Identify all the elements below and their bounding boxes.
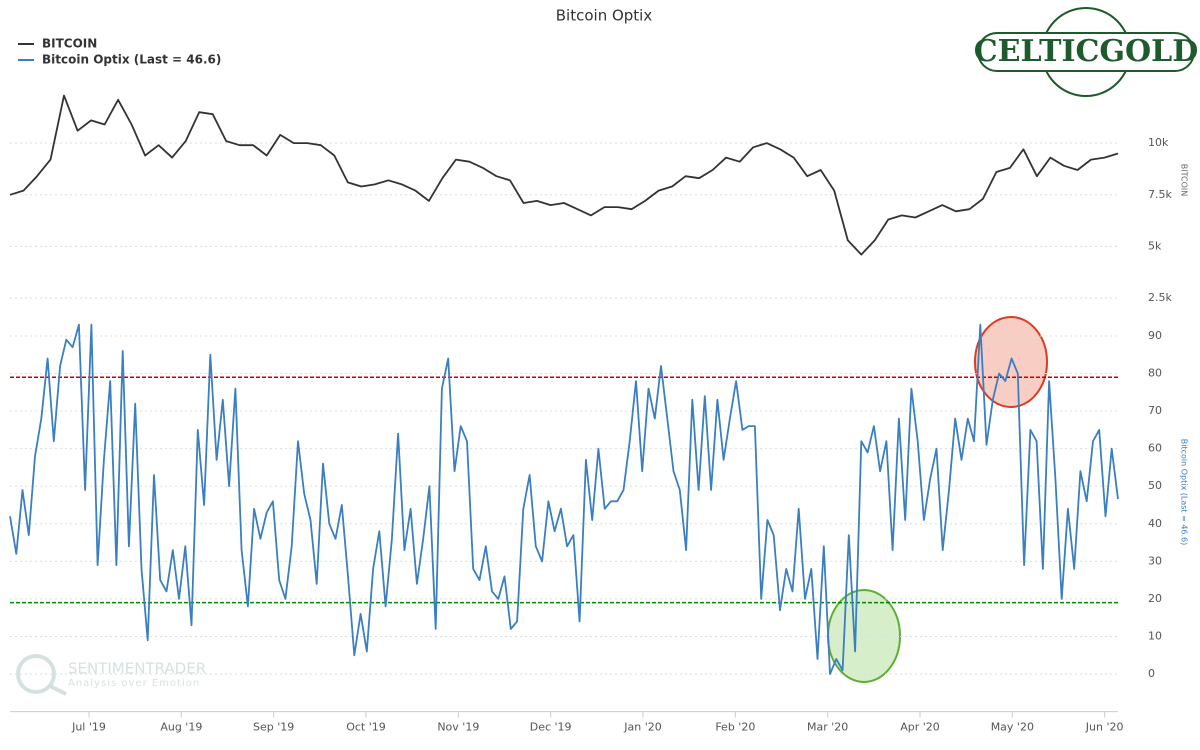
watermark-name: SENTIMENTRADER <box>68 660 206 678</box>
y-tick-label: 2.5k <box>1148 291 1172 304</box>
y-tick-label: 40 <box>1148 517 1162 530</box>
x-tick-label: Jul '19 <box>71 721 106 734</box>
y-axis-label: BITCOIN <box>1180 164 1189 197</box>
y-axis-label: Bitcoin Optix (Last = 46.6) <box>1180 439 1189 546</box>
y-tick-label: 70 <box>1148 404 1162 417</box>
watermark-tagline: Analysis over Emotion <box>68 678 200 689</box>
watermark: SENTIMENTRADER Analysis over Emotion <box>16 654 206 696</box>
logo: CELTICGOLD <box>974 7 1199 97</box>
x-tick-label: May '20 <box>991 721 1034 734</box>
legend-label: Bitcoin Optix (Last = 46.6) <box>42 53 221 67</box>
y-tick-label: 10 <box>1148 629 1162 642</box>
y-tick-label: 5k <box>1148 239 1162 252</box>
legend-label: BITCOIN <box>42 37 97 51</box>
y-tick-label: 20 <box>1148 592 1162 605</box>
logo-text: CELTICGOLD <box>974 34 1199 69</box>
series-line <box>9 323 1119 675</box>
x-tick-label: Apr '20 <box>900 721 940 734</box>
x-tick-label: Mar '20 <box>807 721 848 734</box>
x-tick-label: Jan '20 <box>623 721 661 734</box>
y-tick-label: 50 <box>1148 479 1162 492</box>
x-tick-label: Aug '19 <box>160 721 202 734</box>
y-tick-label: 0 <box>1148 667 1155 680</box>
x-tick-label: Oct '19 <box>346 721 386 734</box>
x-tick-label: Jun '20 <box>1085 721 1124 734</box>
x-tick-label: Nov '19 <box>437 721 479 734</box>
highlight-circle <box>827 589 901 683</box>
y-tick-label: 7.5k <box>1148 188 1172 201</box>
y-tick-label: 30 <box>1148 554 1162 567</box>
series-line <box>9 94 1119 256</box>
y-tick-label: 60 <box>1148 442 1162 455</box>
y-tick-label: 90 <box>1148 329 1162 342</box>
y-tick-label: 80 <box>1148 367 1162 380</box>
x-tick-label: Sep '19 <box>253 721 294 734</box>
x-tick-label: Dec '19 <box>530 721 572 734</box>
y-tick-label: 10k <box>1148 136 1169 149</box>
x-tick-label: Feb '20 <box>715 721 755 734</box>
chart-title: Bitcoin Optix <box>556 7 653 25</box>
